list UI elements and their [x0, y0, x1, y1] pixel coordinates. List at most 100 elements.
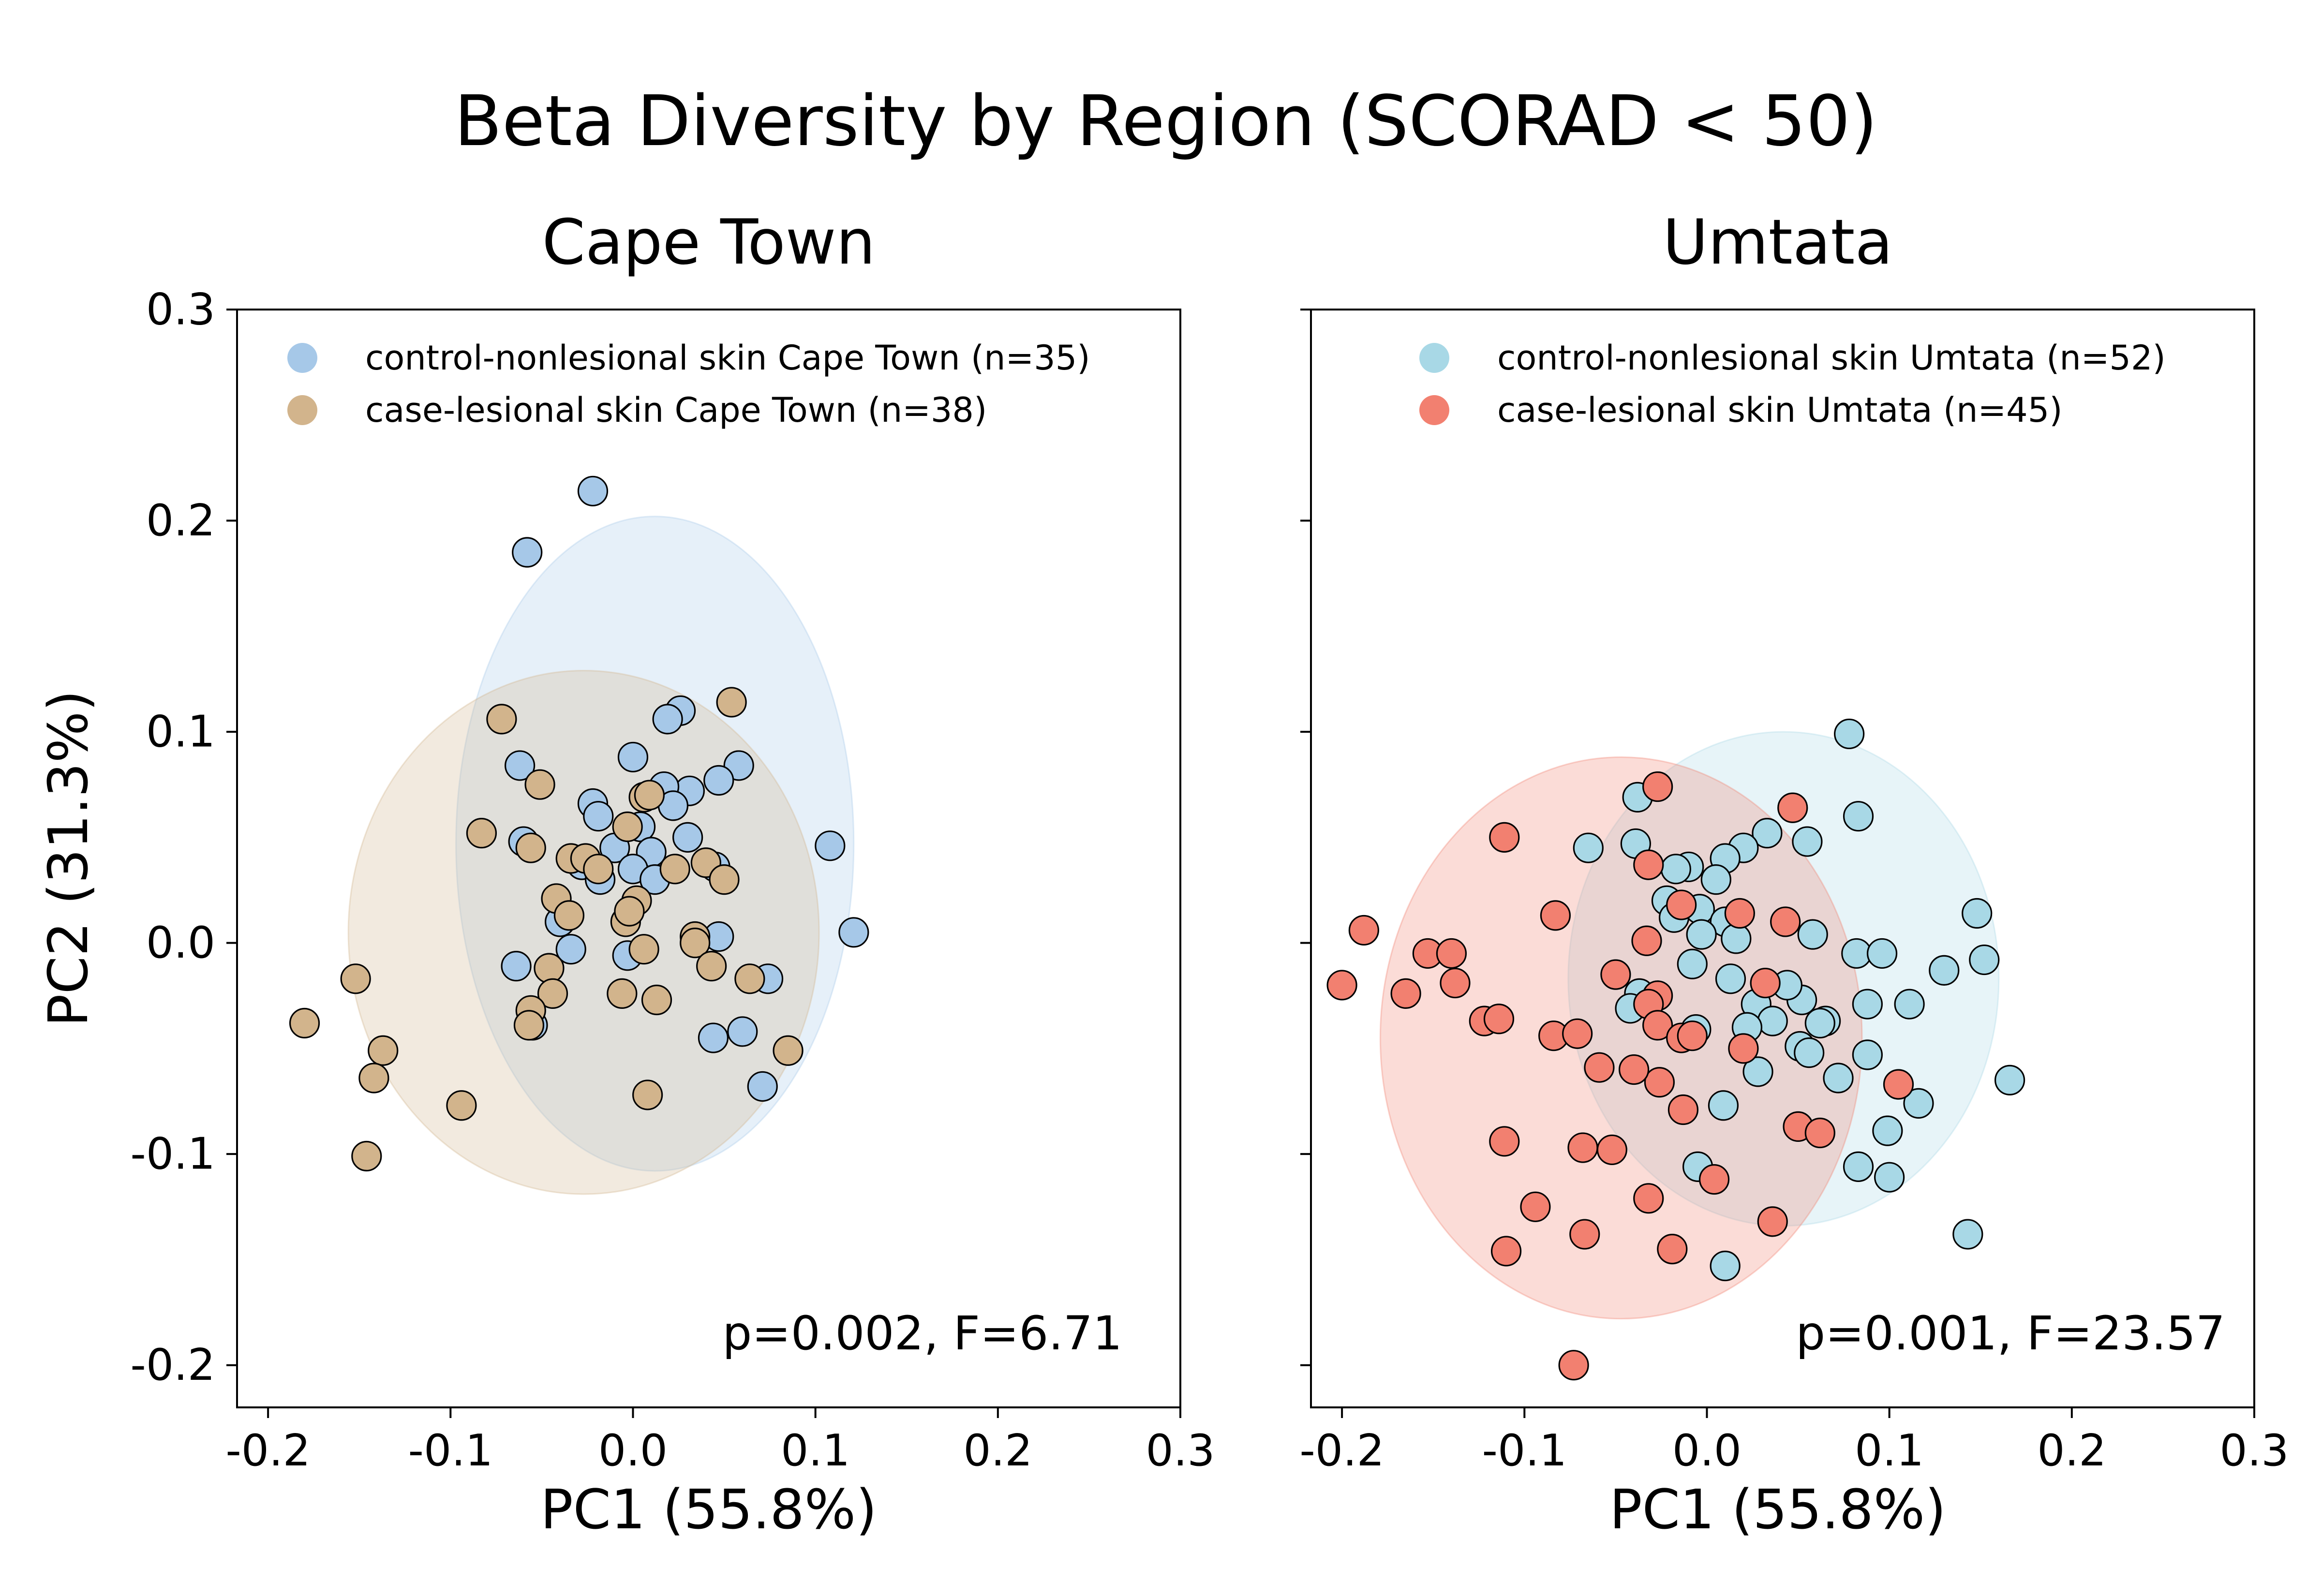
- x-tick-label: 0.0: [1672, 1425, 1742, 1476]
- scatter-point: [1677, 1020, 1708, 1051]
- scatter-point: [652, 704, 683, 735]
- x-axis-label: PC1 (55.8%): [540, 1478, 877, 1541]
- scatter-point: [1631, 925, 1662, 956]
- scatter-point: [358, 1063, 389, 1094]
- scatter-point: [512, 537, 543, 568]
- scatter-point: [773, 1035, 804, 1066]
- scatter-point: [1677, 948, 1708, 979]
- panel-title: Umtata: [1663, 207, 1893, 279]
- scatter-point: [1852, 989, 1883, 1020]
- scatter-point: [1770, 906, 1801, 937]
- scatter-point: [555, 934, 586, 965]
- scatter-point: [617, 741, 649, 773]
- scatter-point: [1903, 1088, 1934, 1119]
- legend: control-nonlesional skin Cape Town (n=35…: [287, 338, 1090, 430]
- scatter-point: [1584, 1052, 1615, 1083]
- scatter-point: [1962, 898, 1993, 929]
- shared-y-axis-label: PC2 (31.3%): [37, 690, 100, 1027]
- scatter-point: [1777, 792, 1808, 823]
- series-1-points: [1326, 771, 1914, 1381]
- scatter-point: [716, 687, 747, 718]
- scatter-point: [672, 822, 703, 853]
- scatter-point: [1794, 1037, 1825, 1068]
- scatter-point: [1752, 818, 1783, 849]
- scatter-point: [1698, 1164, 1730, 1195]
- scatter-point: [1852, 1039, 1883, 1070]
- scatter-point: [1929, 955, 1960, 986]
- scatter-point: [1742, 1056, 1773, 1087]
- scatter-point: [1326, 970, 1357, 1001]
- ellipse-series-1: [347, 669, 820, 1195]
- scatter-point: [838, 917, 869, 948]
- stats-annotation: p=0.001, F=23.57: [1796, 1306, 2225, 1360]
- scatter-point: [1841, 938, 1872, 969]
- scatter-point: [815, 830, 846, 861]
- scatter-point: [632, 1079, 663, 1110]
- y-tick-label: -0.2: [130, 1340, 215, 1390]
- scatter-point: [703, 765, 734, 796]
- scatter-point: [537, 978, 568, 1009]
- scatter-point: [1874, 1162, 1905, 1193]
- scatter-point: [1750, 967, 1781, 999]
- scatter-point: [1483, 1004, 1515, 1034]
- scatter-point: [659, 854, 690, 885]
- scatter-point: [1728, 1033, 1759, 1064]
- x-tick-label: -0.1: [408, 1425, 493, 1476]
- panel-title: Cape Town: [542, 207, 875, 279]
- x-tick-label: -0.1: [1482, 1425, 1567, 1476]
- y-tick-label: 0.2: [146, 495, 215, 546]
- scatter-point: [340, 963, 371, 994]
- scatter-point: [1489, 1126, 1520, 1157]
- scatter-point: [1969, 944, 2000, 975]
- scatter-point: [1700, 864, 1731, 895]
- scatter-point: [709, 864, 740, 895]
- scatter-point: [534, 953, 565, 984]
- scatter-point: [1642, 1010, 1673, 1041]
- scatter-point: [641, 984, 672, 1016]
- scatter-point: [614, 896, 645, 927]
- scatter-point: [1792, 826, 1823, 857]
- scatter-point: [1721, 923, 1752, 954]
- y-tick-label: 0.0: [146, 917, 215, 968]
- scatter-point: [1797, 919, 1828, 950]
- scatter-point: [577, 475, 609, 507]
- plot-area: -0.2 -0.1 0.0 0.1 0.2 0.3: [1299, 309, 2289, 1476]
- scatter-point: [628, 934, 659, 965]
- scatter-point: [1520, 1191, 1551, 1222]
- scatter-point: [501, 951, 532, 982]
- legend-label-case: case-lesional skin Umtata (n=45): [1497, 390, 2063, 430]
- scatter-point: [1823, 1063, 1854, 1094]
- scatter-point: [747, 1071, 778, 1102]
- scatter-point: [1708, 1090, 1739, 1121]
- x-tick-label: 0.1: [1855, 1425, 1924, 1476]
- legend-marker-case: [287, 395, 317, 425]
- x-tick-label: 0.2: [963, 1425, 1032, 1476]
- axes-frame: [1310, 309, 2255, 1408]
- scatter-point: [1348, 915, 1379, 946]
- scatter-point: [1757, 1005, 1788, 1036]
- scatter-point: [1657, 1233, 1688, 1265]
- x-tick-label: 0.1: [781, 1425, 850, 1476]
- scatter-point: [1710, 1250, 1741, 1282]
- y-tick-label: -0.1: [130, 1129, 215, 1180]
- scatter-point: [696, 951, 727, 982]
- legend-marker-control: [287, 343, 317, 373]
- scatter-point: [1540, 900, 1571, 931]
- scatter-point: [505, 750, 536, 781]
- scatter-point: [612, 811, 643, 842]
- scatter-point: [1866, 938, 1898, 969]
- plot-area: -0.2 -0.1 0.0 0.1 0.2 0.3 -0.2 -0.1 0.0 0.1 0.2 0.3: [130, 284, 1215, 1477]
- x-tick-label: 0.3: [2219, 1425, 2289, 1476]
- scatter-point: [1642, 771, 1673, 802]
- scatter-point: [1619, 1054, 1650, 1085]
- scatter-point: [1567, 1132, 1598, 1163]
- scatter-point: [698, 1022, 729, 1053]
- legend-label-control: control-nonlesional skin Umtata (n=52): [1497, 338, 2166, 378]
- scatter-point: [1686, 919, 1717, 950]
- scatter-point: [1596, 1134, 1627, 1166]
- scatter-point: [1804, 1117, 1835, 1149]
- scatter-point: [1436, 938, 1467, 969]
- panel-umtata: -0.2 -0.1 0.0 0.1 0.2 0.3 Umtata PC1 (55.8%) …: [1299, 207, 2289, 1541]
- scatter-point: [1724, 898, 1755, 929]
